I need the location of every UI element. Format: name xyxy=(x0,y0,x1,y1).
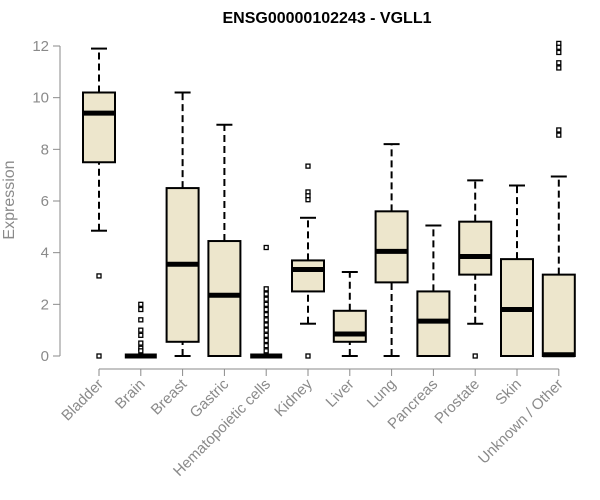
outlier-point xyxy=(138,340,144,346)
x-tick-label: Prostate xyxy=(431,376,483,428)
outlier-point xyxy=(96,353,102,359)
y-axis: 0 2 4 6 8 10 12 xyxy=(32,38,61,365)
outlier-point xyxy=(263,317,269,323)
y-axis-label: Expression xyxy=(1,160,18,239)
y-tick-label: 12 xyxy=(32,38,49,55)
x-tick-label: Breast xyxy=(148,375,191,418)
outlier-point xyxy=(263,301,269,307)
outlier-point xyxy=(263,306,269,313)
boxes xyxy=(82,40,576,359)
outlier-point xyxy=(263,348,269,354)
box-group xyxy=(332,271,367,357)
box-group xyxy=(416,224,451,357)
outlier-point xyxy=(263,332,269,338)
x-tick-label: Brain xyxy=(112,376,149,413)
y-tick-label: 8 xyxy=(41,141,49,158)
box-group xyxy=(374,143,409,357)
x-tick-label: Bladder xyxy=(58,376,107,425)
y-tick-label: 10 xyxy=(32,90,49,107)
outlier-point xyxy=(305,197,311,203)
box-group xyxy=(541,40,576,358)
box-iqr xyxy=(207,240,242,358)
x-tick-label: Lung xyxy=(364,376,400,412)
outlier-point xyxy=(263,337,269,344)
box-group xyxy=(207,123,242,358)
box-iqr xyxy=(374,210,409,284)
outlier-point xyxy=(556,65,562,71)
box-iqr xyxy=(291,259,325,293)
outlier-point xyxy=(556,44,562,50)
outlier-point xyxy=(263,291,269,297)
outlier-point xyxy=(556,132,562,138)
y-tick-label: 0 xyxy=(41,348,49,365)
box-group xyxy=(124,301,157,359)
outlier-point xyxy=(472,353,478,359)
outlier-point xyxy=(138,301,144,307)
outlier-point xyxy=(96,273,102,279)
x-tick-label: Skin xyxy=(492,376,525,409)
outlier-point xyxy=(556,60,562,66)
outlier-point xyxy=(263,327,269,333)
y-tick-label: 4 xyxy=(41,245,49,262)
outlier-point xyxy=(305,353,311,359)
box-group xyxy=(291,163,325,359)
outlier-point xyxy=(305,163,311,169)
outlier-point xyxy=(138,327,144,333)
x-tick-label: Kidney xyxy=(271,375,316,420)
outlier-point xyxy=(138,332,144,338)
x-tick-label: Liver xyxy=(323,376,358,411)
box-group xyxy=(250,244,283,359)
box-group xyxy=(500,184,534,357)
outlier-point xyxy=(556,127,562,133)
outlier-point xyxy=(556,49,562,56)
box-group xyxy=(458,179,493,359)
box-iqr xyxy=(541,273,576,357)
box-iqr xyxy=(332,309,367,343)
box-group xyxy=(165,91,200,357)
outlier-point xyxy=(263,322,269,328)
outlier-point xyxy=(263,286,269,292)
outlier-point xyxy=(263,312,269,318)
chart-title: ENSG00000102243 - VGLL1 xyxy=(222,10,431,27)
outlier-point xyxy=(138,317,144,323)
box-iqr xyxy=(416,290,451,357)
y-tick-label: 6 xyxy=(41,193,49,210)
outlier-point xyxy=(138,306,144,313)
box-iqr xyxy=(458,220,493,276)
y-tick-label: 2 xyxy=(41,296,49,313)
box-group xyxy=(82,47,116,359)
outlier-point xyxy=(263,244,269,251)
outlier-point xyxy=(263,343,269,349)
outlier-point xyxy=(138,348,144,354)
outlier-point xyxy=(263,296,269,302)
box-iqr xyxy=(82,91,116,164)
